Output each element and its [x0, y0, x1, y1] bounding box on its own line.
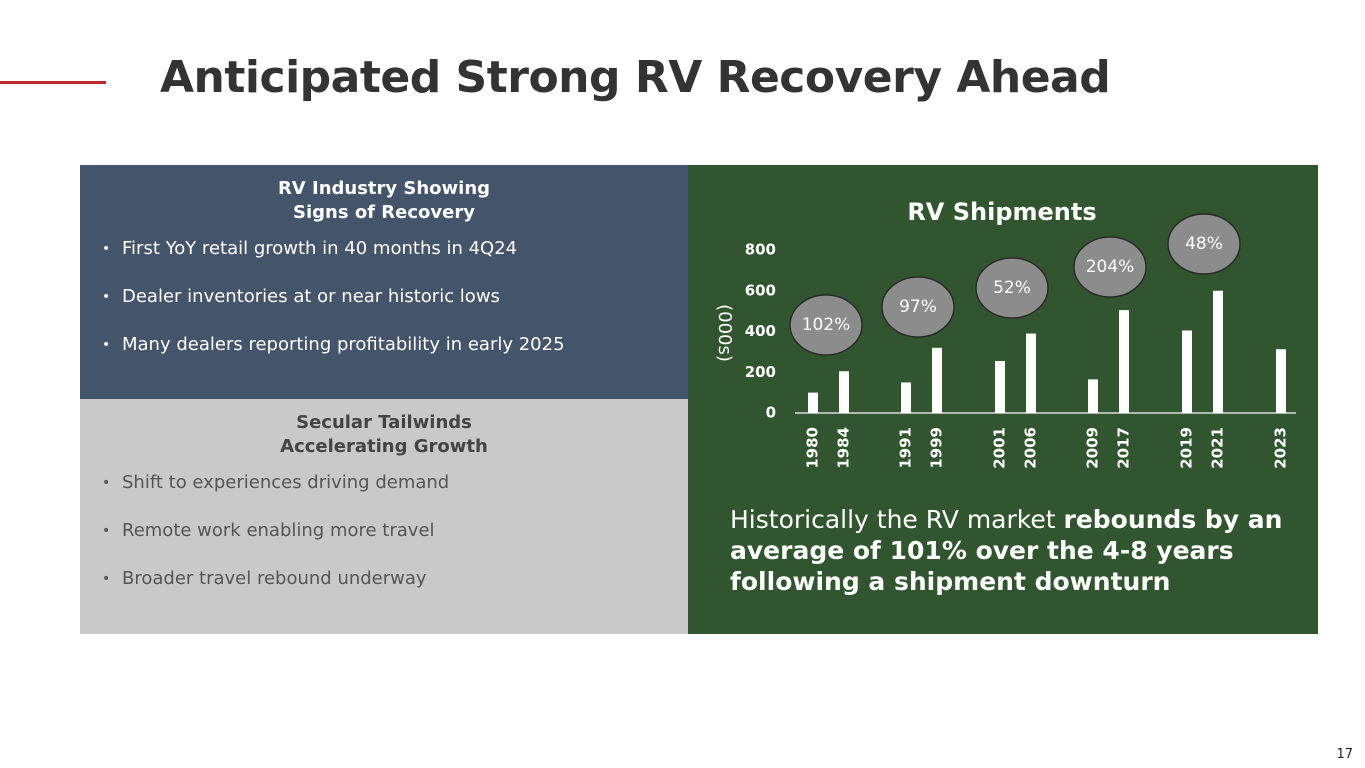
x-tick-label: 2023	[1272, 427, 1290, 469]
annotation: 97%	[899, 297, 937, 317]
panel-title-line: RV Industry Showing	[277, 178, 491, 199]
bar	[1026, 333, 1036, 413]
annotation-bubble	[881, 276, 955, 338]
bar	[1276, 349, 1286, 413]
bar	[1182, 330, 1192, 413]
bullet: First YoY retail growth in 40 months in …	[102, 237, 688, 285]
bullet: Broader travel rebound underway	[102, 567, 688, 615]
annotation-bubble	[1167, 213, 1241, 275]
x-tick-label: 1984	[835, 427, 853, 469]
y-tick-label: 800	[745, 241, 776, 259]
y-axis-label: (000s)	[714, 304, 735, 362]
annotation-bubble	[1073, 236, 1147, 298]
annotation-bubble	[975, 257, 1049, 319]
annotation: 204%	[1086, 257, 1135, 277]
y-tick-label: 200	[745, 363, 776, 381]
bullet: Shift to experiences driving demand	[102, 471, 688, 519]
bar	[808, 392, 818, 413]
annotation-bubble	[789, 294, 863, 356]
y-tick-label: 600	[745, 281, 776, 299]
panel-title-line: Accelerating Growth	[280, 436, 488, 457]
chart: RV Shipments (000s) 0 200 400 600 800 1980 198…	[714, 198, 1296, 469]
bar	[1213, 290, 1223, 413]
chart-panel: RV Shipments (000s) 0 200 400 600 800 1980 198…	[688, 165, 1318, 634]
bar	[995, 361, 1005, 413]
panel: Secular Tailwinds Accelerating Growth Shi…	[80, 399, 688, 634]
caption-bold: rebounds by an average of 101% over the …	[730, 505, 1283, 596]
bar	[1088, 379, 1098, 413]
y-tick-label: 400	[745, 322, 776, 340]
panel-title: RV Industry Showing Signs of Recovery	[80, 177, 688, 225]
x-tick-label: 1980	[804, 427, 822, 469]
bullet: Many dealers reporting profitability in …	[102, 333, 688, 381]
panel-title-line: Signs of Recovery	[293, 202, 475, 223]
panel-title: Secular Tailwinds Accelerating Growth	[80, 411, 688, 459]
annotation: 48%	[1185, 234, 1223, 254]
bar	[1119, 310, 1129, 413]
bullet-list: Shift to experiences driving demandRemot…	[80, 471, 688, 615]
bullet-list: First YoY retail growth in 40 months in …	[80, 237, 688, 381]
x-tick-label: 1999	[928, 427, 946, 469]
slide-title: Anticipated Strong RV Recovery Ahead	[160, 52, 1111, 103]
bullet: Remote work enabling more travel	[102, 519, 688, 567]
x-tick-label: 1991	[897, 427, 915, 469]
bar	[839, 371, 849, 413]
panel: RV Industry Showing Signs of Recovery Fir…	[80, 165, 688, 399]
x-tick-label: 2006	[1022, 427, 1040, 469]
caption-text: Historically the RV market	[730, 505, 1064, 534]
x-tick-label: 2017	[1115, 427, 1133, 469]
accent-line	[0, 81, 106, 84]
annotation: 52%	[993, 278, 1031, 298]
x-tick-label: 2021	[1209, 427, 1227, 469]
bar	[932, 347, 942, 413]
bar	[901, 382, 911, 413]
annotation: 102%	[802, 315, 851, 335]
panel-title-line: Secular Tailwinds	[296, 412, 472, 433]
x-tick-label: 2001	[991, 427, 1009, 469]
caption: Historically the RV market rebounds by a…	[730, 504, 1300, 597]
x-tick-label: 2009	[1084, 427, 1102, 469]
x-tick-label: 2019	[1178, 427, 1196, 469]
page-number: 17	[1336, 747, 1353, 762]
chart-title: RV Shipments	[907, 198, 1096, 226]
y-tick-label: 0	[766, 404, 776, 422]
bullet: Dealer inventories at or near historic l…	[102, 285, 688, 333]
